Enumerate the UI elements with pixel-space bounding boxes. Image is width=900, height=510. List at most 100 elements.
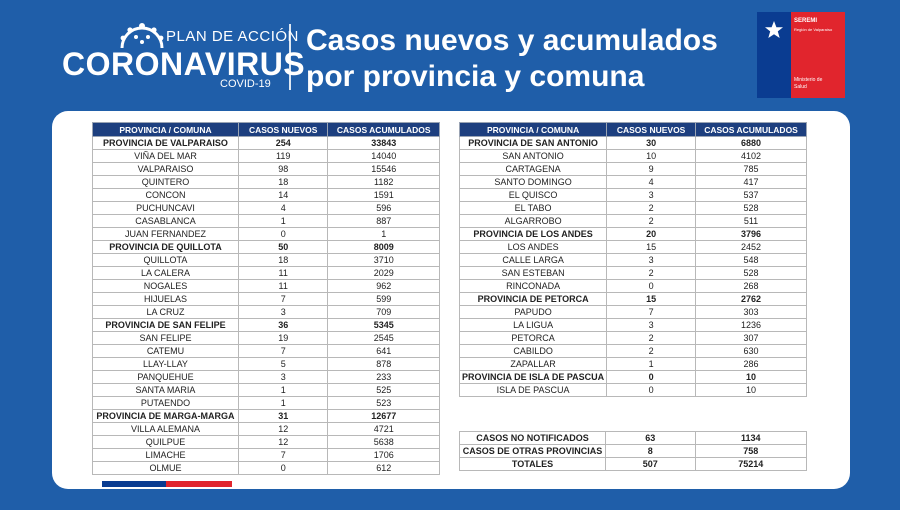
cell-nuevos: 1	[237, 396, 329, 410]
table-row: PUTAENDO 1 523	[92, 396, 440, 410]
cell-nuevos: 20	[606, 227, 697, 241]
cell-acumulados: 14040	[327, 149, 440, 163]
cell-nuevos: 18	[237, 253, 329, 267]
cell-acumulados: 612	[327, 461, 440, 475]
table-row: HIJUELAS 7 599	[92, 292, 440, 306]
province-row: PROVINCIA DE SAN FELIPE 36 5345	[92, 318, 440, 332]
cell-acumulados: 887	[327, 214, 440, 228]
table-row: PAPUDO 7 303	[458, 305, 807, 319]
cell-nombre: PROVINCIA DE ISLA DE PASCUA	[458, 370, 608, 384]
page-title-line-2: por provincia y comuna	[306, 60, 645, 93]
province-row: PROVINCIA DE VALPARAISO 254 33843	[92, 136, 440, 150]
cell-nuevos: 7	[237, 292, 329, 306]
plan-label: PLAN DE ACCIÓN	[166, 28, 299, 45]
seremi-ministry-line-2: Salud	[794, 84, 807, 90]
cell-acumulados: 303	[695, 305, 807, 319]
cell-acumulados: 2545	[327, 331, 440, 345]
cell-nuevos: 7	[237, 448, 329, 462]
table-row: SAN ANTONIO 10 4102	[458, 149, 807, 163]
table-row: CATEMU 7 641	[92, 344, 440, 358]
cell-acumulados: 2452	[695, 240, 807, 254]
cell-acumulados: 537	[695, 188, 807, 202]
table-row: PANQUEHUE 3 233	[92, 370, 440, 384]
column-header-acumulados: CASOS ACUMULADOS	[695, 122, 807, 137]
table-row: EL QUISCO 3 537	[458, 188, 807, 202]
cell-nombre: LA LIGUA	[458, 318, 608, 332]
cell-acumulados: 2029	[327, 266, 440, 280]
table-row: QUINTERO 18 1182	[92, 175, 440, 189]
cell-nuevos: 1	[606, 357, 697, 371]
province-row: PROVINCIA DE PETORCA 15 2762	[458, 292, 807, 306]
cell-nuevos: 119	[237, 149, 329, 163]
cell-nombre: PROVINCIA DE PETORCA	[458, 292, 608, 306]
table-row: CALLE LARGA 3 548	[458, 253, 807, 267]
table-row: ALGARROBO 2 511	[458, 214, 807, 228]
cell-nombre: PROVINCIA DE QUILLOTA	[92, 240, 239, 254]
cell-nuevos: 3	[237, 370, 329, 384]
right-table-body: PROVINCIA DE SAN ANTONIO 30 6880 SAN ANTONI…	[458, 136, 807, 397]
covid-label: COVID-19	[220, 78, 271, 90]
table-row: JUAN FERNANDEZ 0 1	[92, 227, 440, 241]
cell-nombre: SANTA MARIA	[92, 383, 239, 397]
footer-bar-blue	[102, 481, 166, 487]
cell-acumulados: 233	[327, 370, 440, 384]
table-row: ZAPALLAR 1 286	[458, 357, 807, 371]
table-row: CASOS DE OTRAS PROVINCIAS 8 758	[459, 444, 808, 458]
table-row: QUILLOTA 18 3710	[92, 253, 440, 267]
cell-acumulados: 596	[327, 201, 440, 215]
province-row: PROVINCIA DE MARGA-MARGA 31 12677	[92, 409, 440, 423]
cell-nombre: LLAY-LLAY	[92, 357, 239, 371]
cell-acumulados: 4721	[327, 422, 440, 436]
cell-nuevos: 11	[237, 279, 329, 293]
seremi-blue-band	[757, 12, 791, 98]
cell-nuevos: 31	[237, 409, 329, 423]
cell-nombre: PUTAENDO	[92, 396, 239, 410]
cell-nuevos: 2	[606, 201, 697, 215]
cell-nuevos: 3	[606, 188, 697, 202]
cell-nombre: ALGARROBO	[458, 214, 608, 228]
cell-nuevos: 0	[606, 370, 697, 384]
cell-nombre: VIÑA DEL MAR	[92, 149, 239, 163]
cell-nuevos: 11	[237, 266, 329, 280]
table-header-row: PROVINCIA / COMUNA CASOS NUEVOS CASOS AC…	[458, 122, 807, 137]
cell-nombre: PROVINCIA DE VALPARAISO	[92, 136, 239, 150]
seremi-ministry-line-1: Ministerio de	[794, 77, 823, 83]
table-row: LOS ANDES 15 2452	[458, 240, 807, 254]
cell-acumulados: 8009	[327, 240, 440, 254]
cell-nuevos: 10	[606, 149, 697, 163]
cell-nombre: PETORCA	[458, 331, 608, 345]
table-row: LIMACHE 7 1706	[92, 448, 440, 462]
seremi-label: SEREMI	[794, 18, 818, 24]
table-row: CARTAGENA 9 785	[458, 162, 807, 176]
column-header-nuevos: CASOS NUEVOS	[237, 122, 329, 137]
cell-nombre: ZAPALLAR	[458, 357, 608, 371]
table-row: ISLA DE PASCUA 0 10	[458, 383, 807, 397]
cell-acumulados: 10	[695, 383, 807, 397]
coronavirus-icon	[120, 23, 164, 48]
cell-nombre: PROVINCIA DE SAN ANTONIO	[458, 136, 608, 150]
cell-acumulados: 417	[695, 175, 807, 189]
cell-acumulados: 3710	[327, 253, 440, 267]
cell-nombre: VILLA ALEMANA	[92, 422, 239, 436]
table-header-row: PROVINCIA / COMUNA CASOS NUEVOS CASOS AC…	[92, 122, 440, 137]
cell-nuevos: 3	[606, 253, 697, 267]
cell-nuevos: 507	[604, 457, 696, 471]
summary-table-body: CASOS NO NOTIFICADOS 63 1134 CASOS DE OTRAS…	[459, 431, 808, 471]
cell-acumulados: 286	[695, 357, 807, 371]
cell-nombre: CONCON	[92, 188, 239, 202]
cell-nombre: PROVINCIA DE MARGA-MARGA	[92, 409, 239, 423]
header: PLAN DE ACCIÓN CORONAVIRUS COVID-19 Caso…	[0, 0, 900, 108]
province-row: PROVINCIA DE ISLA DE PASCUA 0 10	[458, 370, 807, 384]
cell-nuevos: 0	[606, 383, 697, 397]
cell-nuevos: 36	[237, 318, 329, 332]
table-row: LA CALERA 11 2029	[92, 266, 440, 280]
cell-nuevos: 19	[237, 331, 329, 345]
cell-nuevos: 3	[606, 318, 697, 332]
cell-nuevos: 98	[237, 162, 329, 176]
cell-acumulados: 641	[327, 344, 440, 358]
cell-nombre: SAN FELIPE	[92, 331, 239, 345]
cell-nombre: RINCONADA	[458, 279, 608, 293]
page-title: Casos nuevos y acumulados por provincia …	[306, 23, 718, 95]
cell-acumulados: 709	[327, 305, 440, 319]
cell-nuevos: 2	[606, 331, 697, 345]
